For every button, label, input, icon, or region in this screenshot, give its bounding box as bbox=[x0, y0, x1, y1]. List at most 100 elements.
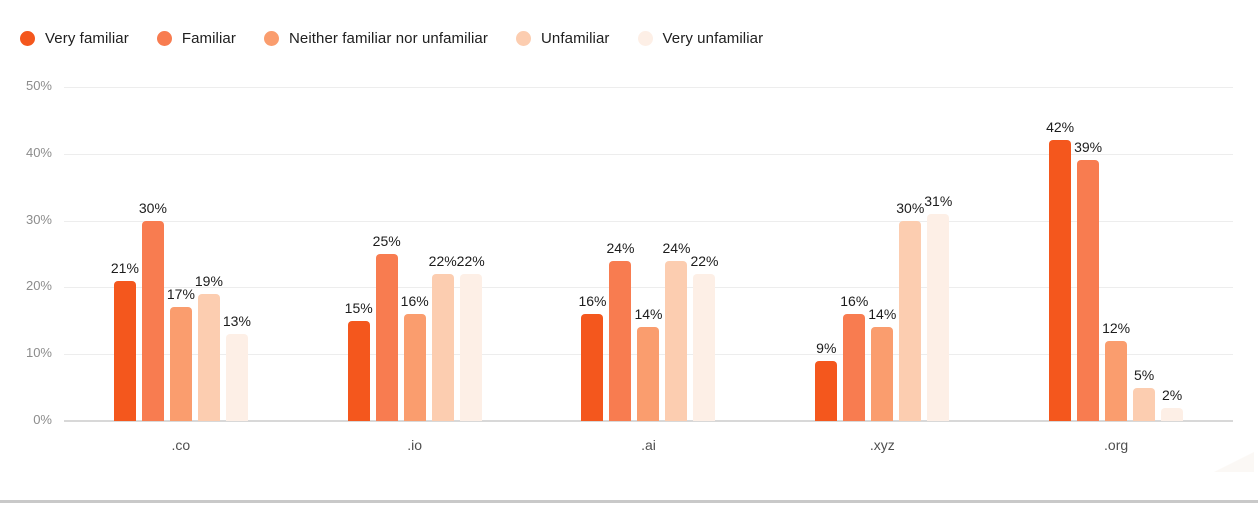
x-axis-category-label: .xyz bbox=[869, 437, 895, 453]
bar-value-label: 16% bbox=[578, 293, 607, 310]
bar-column: 30% bbox=[896, 87, 925, 421]
x-axis-category-label: .co bbox=[171, 437, 191, 453]
legend-dot-icon bbox=[637, 31, 653, 46]
bar-io-neither-familiar-nor-unfamiliar[interactable] bbox=[403, 314, 426, 421]
bar-column: 9% bbox=[815, 87, 838, 421]
bar-value-label: 16% bbox=[840, 293, 869, 310]
bar-ai-neither-familiar-nor-unfamiliar[interactable] bbox=[637, 327, 660, 421]
bar-value-label: 19% bbox=[194, 273, 223, 290]
bar-xyz-neither-familiar-nor-unfamiliar[interactable] bbox=[871, 327, 894, 421]
bar-column: 22% bbox=[690, 87, 719, 421]
bar-io-very-familiar[interactable] bbox=[347, 320, 370, 421]
x-axis-category-label: .io bbox=[407, 437, 423, 453]
legend-label: Very familiar bbox=[45, 30, 129, 47]
bar-column: 31% bbox=[924, 87, 953, 421]
legend-dot-icon bbox=[263, 31, 279, 46]
bar-co-familiar[interactable] bbox=[141, 220, 164, 421]
bar-column: 22% bbox=[457, 87, 485, 421]
bar-co-very-unfamiliar[interactable] bbox=[225, 334, 248, 421]
bar-value-label: 14% bbox=[868, 306, 897, 323]
bar-org-familiar[interactable] bbox=[1077, 160, 1100, 421]
bar-value-label: 42% bbox=[1046, 119, 1075, 136]
bar-value-label: 21% bbox=[110, 259, 139, 276]
watermark-shape bbox=[1214, 452, 1254, 472]
bar-value-label: 14% bbox=[634, 306, 663, 323]
bar-value-label: 30% bbox=[896, 199, 925, 216]
bar-column: 14% bbox=[868, 87, 897, 421]
legend-label: Very unfamiliar bbox=[662, 30, 764, 47]
bar-org-unfamiliar[interactable] bbox=[1133, 387, 1156, 421]
bar-value-label: 31% bbox=[924, 192, 953, 209]
y-axis-tick-label: 40% bbox=[25, 144, 52, 160]
bar-xyz-very-familiar[interactable] bbox=[815, 360, 838, 421]
bar-ai-very-familiar[interactable] bbox=[581, 314, 604, 421]
bar-value-label: 5% bbox=[1133, 366, 1155, 383]
bar-column: 24% bbox=[662, 87, 691, 421]
x-axis-line bbox=[64, 420, 1233, 422]
bar-ai-familiar[interactable] bbox=[609, 260, 632, 421]
bar-column: 42% bbox=[1046, 87, 1075, 421]
legend-item-very-unfamiliar[interactable]: Very unfamiliar bbox=[637, 30, 764, 47]
bar-column: 25% bbox=[372, 87, 401, 421]
bar-column: 2% bbox=[1161, 87, 1184, 421]
bottom-divider bbox=[0, 500, 1258, 503]
y-axis-tick-label: 30% bbox=[25, 211, 52, 227]
bar-org-very-familiar[interactable] bbox=[1049, 140, 1072, 421]
bar-column: 16% bbox=[840, 87, 869, 421]
bar-org-neither-familiar-nor-unfamiliar[interactable] bbox=[1105, 340, 1128, 421]
bar-value-label: 15% bbox=[344, 299, 373, 316]
bar-group-io: 15% 25% 16% 22% 22% .io bbox=[298, 87, 532, 453]
bar-co-unfamiliar[interactable] bbox=[197, 294, 220, 421]
bar-column: 22% bbox=[429, 87, 457, 421]
bar-io-familiar[interactable] bbox=[375, 254, 398, 421]
bar-column: 24% bbox=[606, 87, 635, 421]
legend-item-very-familiar[interactable]: Very familiar bbox=[20, 30, 129, 47]
bar-column: 13% bbox=[222, 87, 251, 421]
bar-group-co: 21% 30% 17% 19% 13% .co bbox=[64, 87, 298, 453]
bar-column: 15% bbox=[344, 87, 373, 421]
bar-value-label: 13% bbox=[222, 313, 251, 330]
bar-xyz-very-unfamiliar[interactable] bbox=[927, 213, 950, 421]
gridline bbox=[64, 287, 1233, 289]
bar-value-label: 17% bbox=[166, 286, 195, 303]
bar-io-very-unfamiliar[interactable] bbox=[459, 274, 482, 421]
gridline bbox=[64, 87, 1233, 88]
bar-column: 12% bbox=[1102, 87, 1130, 421]
gridline bbox=[64, 153, 1233, 155]
bar-io-unfamiliar[interactable] bbox=[431, 274, 454, 421]
bar-co-very-familiar[interactable] bbox=[113, 280, 136, 421]
bar-org-very-unfamiliar[interactable] bbox=[1161, 407, 1184, 421]
bar-co-neither-familiar-nor-unfamiliar[interactable] bbox=[169, 307, 192, 421]
bar-column: 14% bbox=[634, 87, 663, 421]
bar-ai-very-unfamiliar[interactable] bbox=[693, 274, 716, 421]
legend-item-unfamiliar[interactable]: Unfamiliar bbox=[515, 30, 610, 47]
bar-xyz-unfamiliar[interactable] bbox=[899, 220, 922, 421]
legend-dot-icon bbox=[156, 31, 172, 46]
bar-column: 5% bbox=[1133, 87, 1156, 421]
legend-label: Unfamiliar bbox=[540, 30, 610, 47]
legend-item-neither-familiar-nor-unfamiliar[interactable]: Neither familiar nor unfamiliar bbox=[263, 30, 488, 47]
bar-value-label: 25% bbox=[372, 233, 401, 249]
bar-value-label: 16% bbox=[400, 293, 429, 310]
legend-item-familiar[interactable]: Familiar bbox=[156, 30, 236, 47]
bar-column: 19% bbox=[194, 87, 223, 421]
legend-label: Familiar bbox=[181, 30, 236, 47]
chart-legend: Very familiar Familiar Neither familiar no… bbox=[20, 30, 763, 47]
bar-value-label: 24% bbox=[606, 239, 635, 256]
bar-group-ai: 16% 24% 14% 24% 22% .ai bbox=[532, 87, 766, 453]
bar-value-label: 24% bbox=[662, 239, 691, 256]
bar-value-label: 39% bbox=[1074, 139, 1103, 156]
bar-column: 30% bbox=[139, 87, 167, 421]
x-axis-category-label: .org bbox=[1104, 437, 1129, 453]
bar-column: 17% bbox=[166, 87, 195, 421]
bar-ai-unfamiliar[interactable] bbox=[665, 260, 688, 421]
bar-groups: 21% 30% 17% 19% 13% .co 15% 25% 16% 22% 22% .io 16% 2… bbox=[64, 87, 1233, 453]
bar-group-xyz: 9% 16% 14% 30% 31% .xyz bbox=[765, 87, 999, 453]
bar-group-org: 42% 39% 12% 5% 2% .org bbox=[999, 87, 1233, 453]
x-axis-category-label: .ai bbox=[641, 437, 656, 453]
bar-xyz-familiar[interactable] bbox=[843, 314, 866, 421]
y-axis-tick-label: 20% bbox=[25, 278, 52, 294]
y-axis-tick-label: 0% bbox=[33, 412, 52, 427]
bar-column: 39% bbox=[1074, 87, 1103, 421]
